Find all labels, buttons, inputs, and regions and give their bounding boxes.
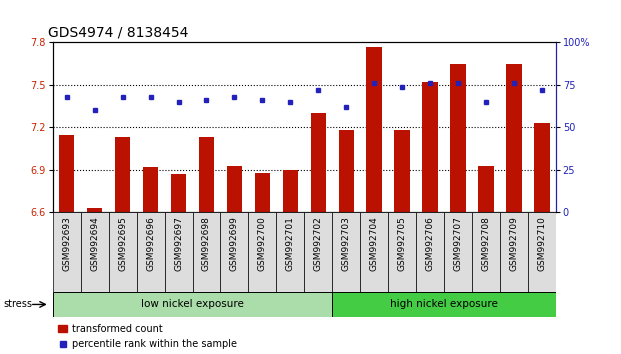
Bar [171,174,186,212]
Bar [506,64,522,212]
Text: GSM992693: GSM992693 [62,216,71,271]
Bar [534,123,550,212]
Bar [388,212,416,292]
Bar [500,212,528,292]
Bar [276,212,304,292]
Bar [528,212,556,292]
Text: GSM992703: GSM992703 [342,216,351,271]
Bar [338,130,354,212]
Text: GSM992704: GSM992704 [369,216,379,271]
Bar [193,212,220,292]
Bar [53,212,81,292]
Bar [366,47,382,212]
Text: high nickel exposure: high nickel exposure [390,299,498,309]
Bar [143,167,158,212]
Bar [220,212,248,292]
Text: stress: stress [3,299,32,309]
Bar [444,212,472,292]
Text: GSM992706: GSM992706 [425,216,435,271]
Text: GSM992700: GSM992700 [258,216,267,271]
Bar [165,212,193,292]
Text: GSM992705: GSM992705 [397,216,407,271]
Bar [332,212,360,292]
Bar [87,208,102,212]
Bar [137,212,165,292]
Text: low nickel exposure: low nickel exposure [141,299,244,309]
Bar [478,166,494,212]
Bar [394,130,410,212]
Text: GSM992698: GSM992698 [202,216,211,271]
Bar [255,173,270,212]
Bar [416,212,444,292]
Bar [283,170,298,212]
Text: GSM992695: GSM992695 [118,216,127,271]
Bar [422,82,438,212]
Text: GSM992696: GSM992696 [146,216,155,271]
Text: GSM992701: GSM992701 [286,216,295,271]
Bar [109,212,137,292]
Text: GSM992710: GSM992710 [537,216,546,271]
Bar [248,212,276,292]
Bar [81,212,109,292]
Bar [310,113,326,212]
Text: GSM992709: GSM992709 [509,216,519,271]
Bar [227,166,242,212]
Bar [450,64,466,212]
Text: GSM992699: GSM992699 [230,216,239,271]
Text: GSM992707: GSM992707 [453,216,463,271]
Bar [53,292,332,317]
Bar [115,137,130,212]
Bar [472,212,500,292]
Text: GSM992697: GSM992697 [174,216,183,271]
Bar [59,135,75,212]
Text: GSM992708: GSM992708 [481,216,491,271]
Text: GDS4974 / 8138454: GDS4974 / 8138454 [48,26,188,40]
Bar [304,212,332,292]
Legend: transformed count, percentile rank within the sample: transformed count, percentile rank withi… [58,324,237,349]
Bar [199,137,214,212]
Text: GSM992702: GSM992702 [314,216,323,271]
Text: GSM992694: GSM992694 [90,216,99,271]
Bar [360,212,388,292]
Bar [332,292,556,317]
